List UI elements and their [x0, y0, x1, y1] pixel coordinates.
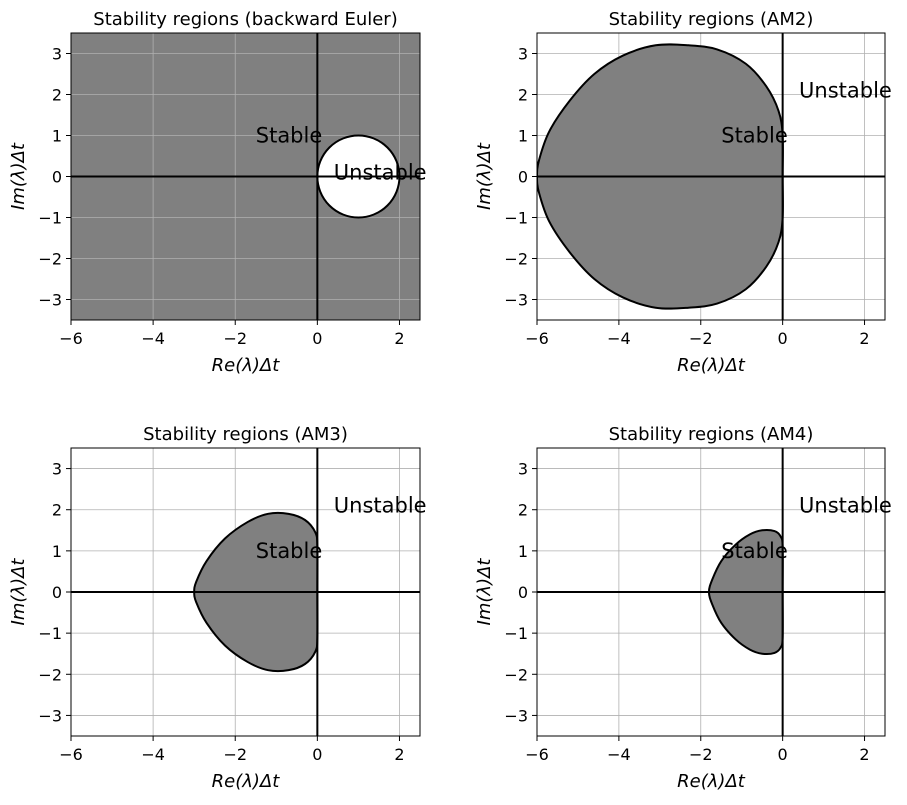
y-tick-label: 0	[52, 583, 62, 602]
y-tick-label: −3	[38, 706, 62, 725]
y-tick-label: −3	[504, 291, 528, 310]
panel-title: Stability regions (backward Euler)	[93, 9, 397, 30]
y-axis-label: Im(λ)Δt	[474, 558, 495, 626]
panel-title: Stability regions (AM3)	[143, 424, 348, 445]
panel-title: Stability regions (AM4)	[609, 424, 814, 445]
y-tick-label: 1	[52, 127, 62, 146]
y-tick-label: 3	[52, 460, 62, 479]
y-tick-label: 3	[518, 460, 528, 479]
x-tick-label: 2	[394, 745, 404, 764]
x-tick-label: −2	[223, 745, 247, 764]
y-tick-label: −3	[504, 706, 528, 725]
plot-area: Stable	[537, 448, 885, 736]
y-tick-label: 1	[518, 127, 528, 146]
stable-label: Stable	[256, 539, 323, 563]
y-tick-label: −1	[504, 209, 528, 228]
x-tick-label: −2	[689, 745, 713, 764]
y-tick-label: −2	[504, 250, 528, 269]
stability-panel-2: Stable Unstable −6 −4 −2 0 2 −3 −2 −1 0 1 2 3 Stabilit…	[474, 9, 892, 376]
x-axis-label: Re(λ)Δt	[677, 355, 746, 376]
x-tick-label: 2	[859, 745, 869, 764]
stable-label: Stable	[256, 124, 323, 148]
panel-title: Stability regions (AM2)	[609, 9, 814, 30]
y-tick-label: 0	[518, 168, 528, 187]
y-tick-label: 0	[52, 168, 62, 187]
y-axis-label: Im(λ)Δt	[8, 558, 29, 626]
x-tick-label: 0	[312, 329, 322, 348]
y-tick-label: 2	[518, 501, 528, 520]
y-tick-label: 1	[52, 542, 62, 561]
y-tick-label: −2	[38, 250, 62, 269]
x-axis-label: Re(λ)Δt	[677, 771, 746, 792]
unstable-label: Unstable	[799, 78, 892, 102]
plot-area: Stable	[71, 448, 420, 736]
y-axis-label: Im(λ)Δt	[474, 142, 495, 210]
y-tick-label: −2	[38, 665, 62, 684]
y-tick-label: −1	[38, 209, 62, 228]
y-axis-label: Im(λ)Δt	[8, 142, 29, 210]
x-axis-label: Re(λ)Δt	[212, 771, 281, 792]
y-tick-label: 1	[518, 542, 528, 561]
x-axis-label: Re(λ)Δt	[212, 355, 281, 376]
x-tick-label: −4	[141, 329, 165, 348]
x-tick-label: 0	[312, 745, 322, 764]
x-tick-label: −4	[607, 329, 631, 348]
x-tick-label: 0	[778, 329, 788, 348]
plot-area: Stable	[537, 33, 885, 320]
unstable-label: Unstable	[334, 494, 427, 518]
plot-area: Stable	[71, 33, 420, 320]
x-tick-label: 2	[859, 329, 869, 348]
y-tick-label: −3	[38, 291, 62, 310]
y-tick-label: 2	[52, 86, 62, 105]
y-tick-label: 3	[518, 45, 528, 64]
y-tick-label: 3	[52, 45, 62, 64]
x-tick-label: 2	[394, 329, 404, 348]
stability-panel-4: Stable Unstable −6 −4 −2 0 2 −3 −2 −1 0 1 2 3 Stabilit…	[474, 424, 892, 792]
stability-panel-1: Stable Unstable −6 −4 −2 0 2 −3 −2 −1 0 1 2 3 Stabilit…	[8, 9, 427, 376]
y-tick-label: 2	[52, 501, 62, 520]
stability-panel-3: Stable Unstable −6 −4 −2 0 2 −3 −2 −1 0 1 2 3 Stabilit…	[8, 424, 427, 792]
x-tick-label: −4	[141, 745, 165, 764]
y-tick-label: −2	[504, 665, 528, 684]
x-tick-label: −6	[59, 329, 83, 348]
x-tick-label: −4	[607, 745, 631, 764]
stable-label: Stable	[721, 539, 788, 563]
y-tick-label: 2	[518, 86, 528, 105]
y-tick-label: −1	[504, 624, 528, 643]
x-tick-label: −6	[525, 329, 549, 348]
unstable-label: Unstable	[334, 160, 427, 184]
x-tick-label: −2	[689, 329, 713, 348]
x-tick-label: −2	[223, 329, 247, 348]
y-tick-label: 0	[518, 583, 528, 602]
unstable-label: Unstable	[799, 494, 892, 518]
y-tick-label: −1	[38, 624, 62, 643]
x-tick-label: −6	[59, 745, 83, 764]
x-tick-label: −6	[525, 745, 549, 764]
stable-label: Stable	[721, 124, 788, 148]
x-tick-label: 0	[778, 745, 788, 764]
